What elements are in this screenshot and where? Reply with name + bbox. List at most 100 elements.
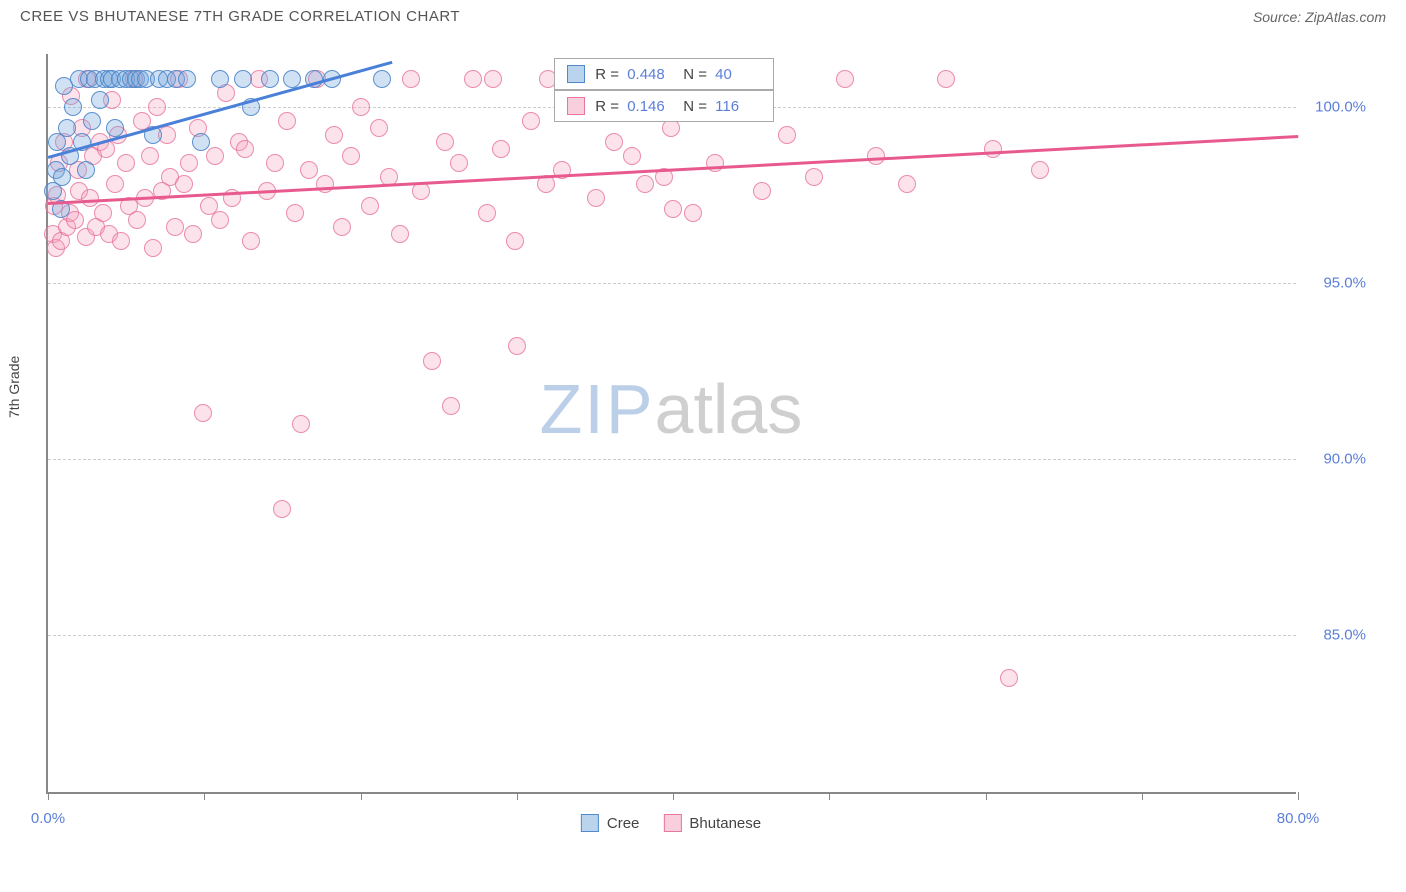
legend-label-bhutanese: Bhutanese — [689, 815, 761, 832]
point-bhutanese — [412, 182, 430, 200]
swatch-bhutanese — [663, 814, 681, 832]
point-cree — [234, 70, 252, 88]
gridline — [48, 635, 1296, 636]
point-bhutanese — [266, 154, 284, 172]
x-tick-label: 0.0% — [31, 810, 65, 827]
point-bhutanese — [436, 133, 454, 151]
point-bhutanese — [106, 175, 124, 193]
point-bhutanese — [442, 397, 460, 415]
point-bhutanese — [175, 175, 193, 193]
point-bhutanese — [112, 232, 130, 250]
chart-title: CREE VS BHUTANESE 7TH GRADE CORRELATION … — [20, 8, 460, 25]
point-bhutanese — [128, 211, 146, 229]
x-tick — [204, 792, 205, 800]
x-tick — [986, 792, 987, 800]
point-bhutanese — [286, 204, 304, 222]
point-bhutanese — [587, 189, 605, 207]
point-bhutanese — [94, 204, 112, 222]
point-bhutanese — [166, 218, 184, 236]
point-bhutanese — [1000, 669, 1018, 687]
x-tick — [1298, 792, 1299, 800]
point-cree — [283, 70, 301, 88]
point-bhutanese — [753, 182, 771, 200]
point-bhutanese — [316, 175, 334, 193]
point-cree — [261, 70, 279, 88]
point-bhutanese — [117, 154, 135, 172]
point-bhutanese — [342, 147, 360, 165]
statbox-cree: R = 0.448N = 40 — [554, 58, 774, 90]
point-cree — [106, 119, 124, 137]
gridline — [48, 459, 1296, 460]
stat-swatch — [567, 97, 585, 115]
point-cree — [373, 70, 391, 88]
point-bhutanese — [506, 232, 524, 250]
point-bhutanese — [402, 70, 420, 88]
point-bhutanese — [937, 70, 955, 88]
legend-item-cree: Cree — [581, 814, 640, 832]
y-tick-label: 85.0% — [1323, 627, 1366, 644]
stat-swatch — [567, 65, 585, 83]
point-bhutanese — [273, 500, 291, 518]
point-bhutanese — [278, 112, 296, 130]
point-cree — [91, 91, 109, 109]
point-bhutanese — [836, 70, 854, 88]
point-bhutanese — [778, 126, 796, 144]
point-bhutanese — [325, 126, 343, 144]
y-tick-label: 100.0% — [1315, 98, 1366, 115]
point-bhutanese — [391, 225, 409, 243]
point-cree — [192, 133, 210, 151]
point-bhutanese — [492, 140, 510, 158]
point-bhutanese — [206, 147, 224, 165]
point-bhutanese — [184, 225, 202, 243]
point-bhutanese — [684, 204, 702, 222]
point-bhutanese — [636, 175, 654, 193]
point-bhutanese — [522, 112, 540, 130]
point-bhutanese — [236, 140, 254, 158]
x-tick — [361, 792, 362, 800]
source-label: Source: ZipAtlas.com — [1253, 9, 1386, 25]
point-bhutanese — [144, 239, 162, 257]
point-bhutanese — [148, 98, 166, 116]
point-bhutanese — [1031, 161, 1049, 179]
point-bhutanese — [242, 232, 260, 250]
point-cree — [77, 161, 95, 179]
x-tick-label: 80.0% — [1277, 810, 1320, 827]
point-bhutanese — [300, 161, 318, 179]
point-bhutanese — [623, 147, 641, 165]
plot-area: 85.0%90.0%95.0%100.0%0.0%80.0%R = 0.448N… — [46, 54, 1296, 794]
x-tick — [517, 792, 518, 800]
legend-label-cree: Cree — [607, 815, 640, 832]
x-tick — [673, 792, 674, 800]
x-tick — [48, 792, 49, 800]
point-bhutanese — [478, 204, 496, 222]
point-bhutanese — [508, 337, 526, 355]
x-tick — [829, 792, 830, 800]
point-bhutanese — [605, 133, 623, 151]
point-bhutanese — [464, 70, 482, 88]
point-bhutanese — [370, 119, 388, 137]
point-bhutanese — [361, 197, 379, 215]
y-tick-label: 95.0% — [1323, 275, 1366, 292]
point-bhutanese — [423, 352, 441, 370]
point-cree — [64, 98, 82, 116]
point-cree — [58, 119, 76, 137]
point-bhutanese — [984, 140, 1002, 158]
legend-item-bhutanese: Bhutanese — [663, 814, 761, 832]
point-bhutanese — [180, 154, 198, 172]
point-cree — [53, 168, 71, 186]
point-bhutanese — [352, 98, 370, 116]
point-cree — [83, 112, 101, 130]
point-bhutanese — [706, 154, 724, 172]
x-tick — [1142, 792, 1143, 800]
legend-bottom: Cree Bhutanese — [581, 814, 761, 832]
point-bhutanese — [141, 147, 159, 165]
statbox-bhutanese: R = 0.146N = 116 — [554, 90, 774, 122]
point-bhutanese — [211, 211, 229, 229]
point-bhutanese — [484, 70, 502, 88]
gridline — [48, 283, 1296, 284]
point-bhutanese — [194, 404, 212, 422]
point-cree — [211, 70, 229, 88]
point-bhutanese — [333, 218, 351, 236]
point-bhutanese — [450, 154, 468, 172]
point-bhutanese — [292, 415, 310, 433]
